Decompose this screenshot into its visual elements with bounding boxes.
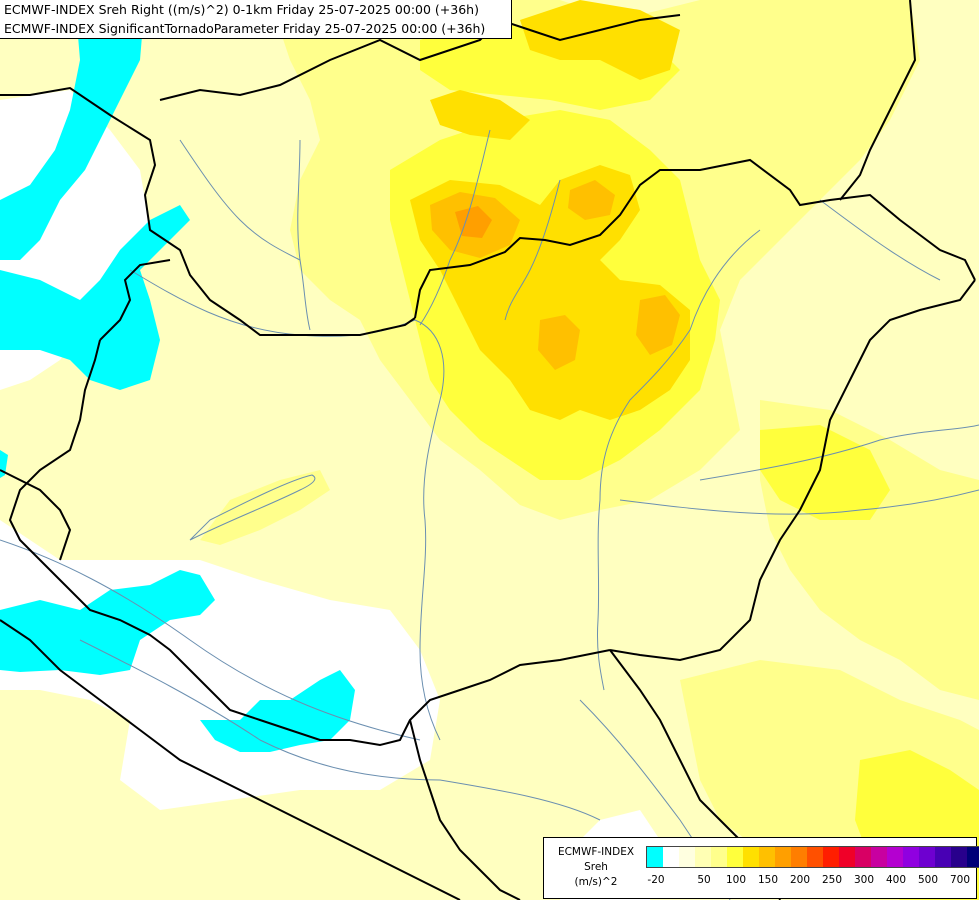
legend-tick-label: 500 <box>917 874 939 886</box>
legend-swatch <box>727 847 743 867</box>
river-mures <box>619 489 979 515</box>
legend-swatch <box>919 847 935 867</box>
legend-swatch <box>855 847 871 867</box>
river-drava <box>0 539 421 741</box>
legend-tick-label: 100 <box>725 874 747 886</box>
border-serbia <box>409 719 521 900</box>
legend-swatch <box>759 847 775 867</box>
border-hungary-south <box>8 339 611 747</box>
river-danube <box>129 269 445 741</box>
border-poland-slovakia <box>159 14 681 101</box>
legend-swatches <box>646 846 979 868</box>
legend-tick-label: 400 <box>885 874 907 886</box>
legend-tick-label: 200 <box>789 874 811 886</box>
legend-swatch <box>647 847 663 867</box>
orange-area-centre <box>538 315 580 370</box>
cyan-area-southwest <box>0 570 215 675</box>
legend-swatch <box>807 847 823 867</box>
legend-swatch <box>935 847 951 867</box>
legend-swatch <box>903 847 919 867</box>
color-legend: ECMWF-INDEX Sreh (m/s)^2 -20 50 100 150 200 2… <box>543 837 979 899</box>
legend-tick-label: 250 <box>821 874 843 886</box>
map-title-box: ECMWF-INDEX Sreh Right ((m/s)^2) 0-1km F… <box>0 0 512 39</box>
light-yellow-area-hungary <box>200 470 330 545</box>
legend-swatch <box>775 847 791 867</box>
legend-swatch <box>663 847 679 867</box>
river-tisza <box>596 229 761 691</box>
legend-swatch <box>791 847 807 867</box>
border-romania <box>609 279 976 662</box>
legend-swatch <box>823 847 839 867</box>
legend-swatch <box>679 847 695 867</box>
legend-swatch <box>887 847 903 867</box>
legend-tick-label: 50 <box>697 874 711 886</box>
legend-label-line-2: Sreh <box>584 861 608 873</box>
map-title-line-1: ECMWF-INDEX Sreh Right ((m/s)^2) 0-1km F… <box>4 2 479 17</box>
legend-tick-label: -20 <box>647 874 665 886</box>
legend-tick-label: 150 <box>757 874 779 886</box>
legend-swatch <box>695 847 711 867</box>
legend-swatch <box>839 847 855 867</box>
legend-label-line-1: ECMWF-INDEX <box>557 846 635 858</box>
rivers <box>0 129 979 900</box>
orange-area-south <box>636 295 680 355</box>
legend-swatch <box>711 847 727 867</box>
legend-label: ECMWF-INDEX Sreh (m/s)^2 <box>548 845 644 890</box>
border-ukraine <box>839 0 917 201</box>
cyan-area-west <box>0 205 190 390</box>
legend-tick-label: 300 <box>853 874 875 886</box>
legend-label-line-3: (m/s)^2 <box>574 876 618 888</box>
cyan-area-south <box>200 670 355 752</box>
legend-swatch <box>871 847 887 867</box>
yellow-area-east <box>760 425 890 520</box>
border-croatia <box>0 619 461 900</box>
river-sava <box>79 639 601 821</box>
river-west <box>179 139 301 261</box>
river-lake-balaton <box>189 474 316 541</box>
legend-tick-label: 700 <box>949 874 971 886</box>
river-vah <box>419 129 491 326</box>
gold-area-northcentre <box>430 90 530 140</box>
map-title-line-2: ECMWF-INDEX SignificantTornadoParameter … <box>4 21 486 36</box>
legend-ticks: -20 50 100 150 200 250 300 400 500 700 <box>646 874 976 890</box>
cyan-area-northwest <box>0 0 145 260</box>
legend-swatch <box>951 847 967 867</box>
river-east <box>699 424 979 481</box>
border-austria-czech <box>0 86 416 336</box>
river-hron <box>504 179 561 321</box>
orange-area-north <box>568 180 615 220</box>
border-inner-west <box>99 259 171 341</box>
dark-orange-core <box>455 206 492 238</box>
legend-swatch <box>743 847 759 867</box>
legend-swatch <box>967 847 979 867</box>
border-slovakia-hungary <box>414 158 976 319</box>
border-slovenia <box>0 469 72 561</box>
river-northeast <box>819 199 941 281</box>
